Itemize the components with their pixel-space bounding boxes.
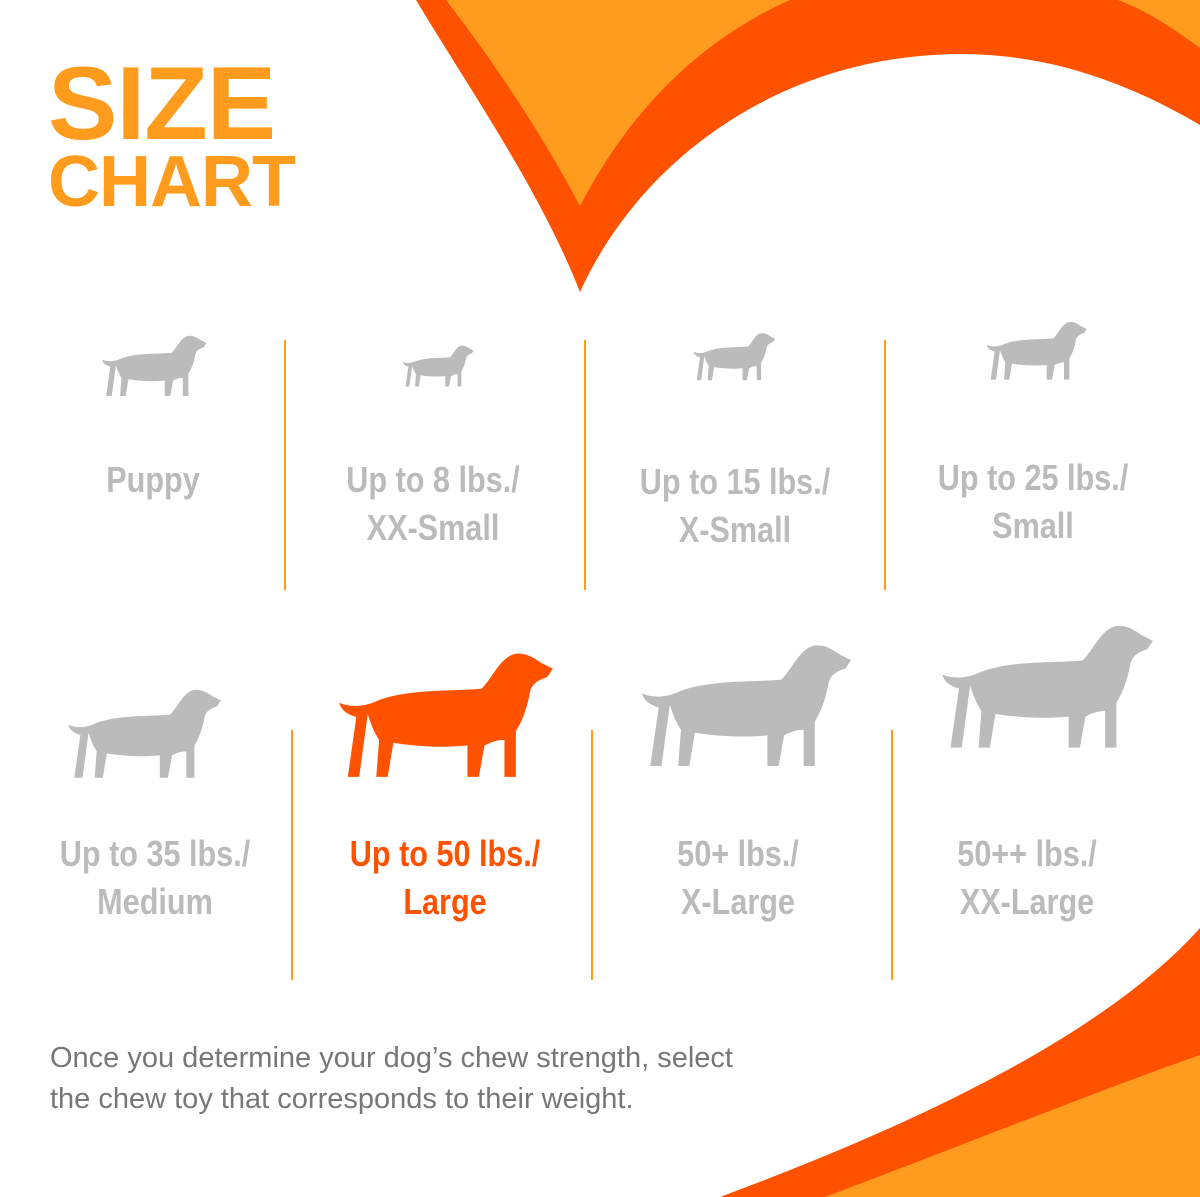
chihuahua-icon bbox=[402, 345, 474, 387]
top-orange-swoosh bbox=[446, 0, 790, 206]
size-weight: Puppy bbox=[106, 459, 200, 500]
size-weight: 50+ lbs./ bbox=[677, 833, 799, 874]
size-name: Small bbox=[992, 505, 1074, 546]
column-divider bbox=[884, 340, 886, 590]
column-divider bbox=[591, 730, 593, 980]
size-label-xx-small: Up to 8 lbs./ XX-Small bbox=[306, 456, 561, 552]
size-label-xx-large: 50++ lbs./ XX-Large bbox=[900, 830, 1155, 926]
size-weight: Up to 8 lbs./ bbox=[346, 459, 520, 500]
size-label-medium: Up to 35 lbs./ Medium bbox=[28, 830, 283, 926]
puppy-icon bbox=[101, 335, 207, 397]
size-name: Medium bbox=[97, 881, 213, 922]
size-label-x-large: 50+ lbs./ X-Large bbox=[611, 830, 866, 926]
column-divider bbox=[891, 730, 893, 980]
labrador-icon bbox=[339, 653, 553, 777]
note-line: the chew toy that corresponds to their w… bbox=[50, 1083, 634, 1115]
size-label-puppy: Puppy bbox=[26, 456, 281, 504]
great-dane-icon bbox=[942, 625, 1153, 748]
toy-dog-icon bbox=[693, 333, 776, 381]
size-name: XX-Small bbox=[366, 507, 500, 548]
size-label-large: Up to 50 lbs./ Large bbox=[318, 830, 573, 926]
column-divider bbox=[284, 340, 286, 590]
size-weight: 50++ lbs./ bbox=[957, 833, 1097, 874]
size-weight: Up to 15 lbs./ bbox=[639, 461, 831, 502]
title-size: SIZE bbox=[48, 46, 276, 162]
title-chart: CHART bbox=[48, 142, 296, 222]
size-name: X-Small bbox=[678, 509, 792, 550]
size-name: X-Large bbox=[681, 881, 795, 922]
size-label-x-small: Up to 15 lbs./ X-Small bbox=[608, 458, 863, 554]
beagle-icon bbox=[68, 689, 221, 778]
instruction-note: Once you determine your dog’s chew stren… bbox=[50, 1038, 733, 1120]
column-divider bbox=[291, 730, 293, 980]
size-weight: Up to 50 lbs./ bbox=[349, 833, 541, 874]
size-label-small: Up to 25 lbs./ Small bbox=[906, 454, 1161, 550]
size-name: XX-Large bbox=[959, 881, 1095, 922]
size-weight: Up to 35 lbs./ bbox=[59, 833, 251, 874]
bottom-orange-swoosh bbox=[825, 1055, 1200, 1197]
terrier-icon bbox=[986, 321, 1087, 380]
note-line: Once you determine your dog’s chew stren… bbox=[50, 1042, 733, 1074]
shepherd-icon bbox=[641, 645, 852, 767]
top-right-orange bbox=[1118, 0, 1200, 48]
column-divider bbox=[584, 340, 586, 590]
size-weight: Up to 25 lbs./ bbox=[937, 457, 1129, 498]
size-name: Large bbox=[403, 881, 487, 922]
